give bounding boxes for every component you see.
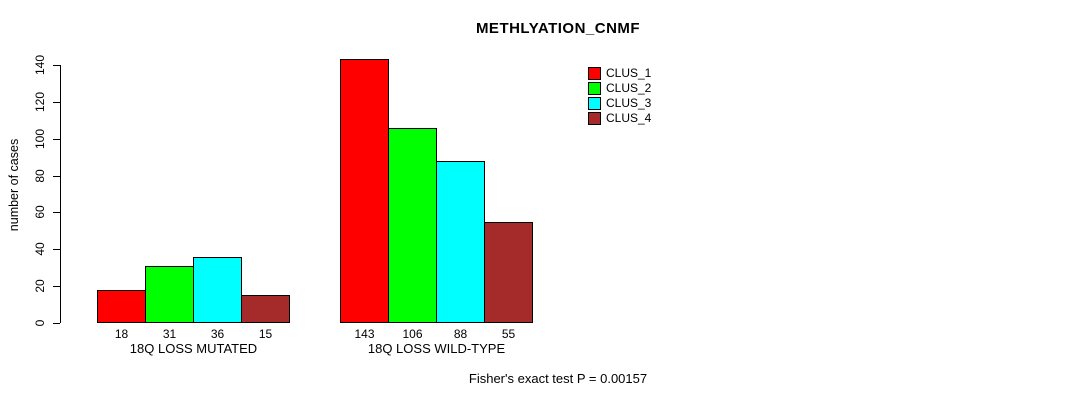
bar-clus_2-group-1 — [145, 266, 194, 323]
y-tick — [53, 102, 60, 103]
y-axis-title: number of cases — [7, 138, 21, 232]
y-tick — [53, 286, 60, 287]
y-tick — [53, 323, 60, 324]
y-tick — [53, 65, 60, 66]
legend: CLUS_1 CLUS_2 CLUS_3 CLUS_4 — [588, 66, 651, 126]
legend-color-swatch — [588, 112, 601, 125]
group-label-2: 18Q LOSS WILD-TYPE — [367, 341, 506, 356]
legend-label: CLUS_1 — [606, 66, 652, 80]
legend-item: CLUS_1 — [588, 66, 651, 81]
legend-color-swatch — [588, 67, 601, 80]
y-tick — [53, 249, 60, 250]
legend-item: CLUS_2 — [588, 81, 651, 96]
y-axis-line — [60, 65, 61, 323]
bar-value-label: 143 — [354, 327, 375, 341]
legend-label: CLUS_3 — [606, 96, 652, 110]
y-tick-label: 140 — [33, 54, 47, 76]
bar-clus_3-group-1 — [193, 257, 242, 323]
bar-value-label: 55 — [501, 327, 516, 341]
bar-value-label: 88 — [453, 327, 468, 341]
legend-item: CLUS_3 — [588, 96, 651, 111]
y-tick — [53, 212, 60, 213]
y-tick-label: 0 — [33, 319, 47, 327]
bar-value-label: 106 — [402, 327, 423, 341]
bar-value-label: 18 — [114, 327, 129, 341]
bar-value-label: 15 — [258, 327, 273, 341]
legend-color-swatch — [588, 97, 601, 110]
y-tick-label: 40 — [33, 242, 47, 256]
bar-value-label: 31 — [162, 327, 177, 341]
group-label-1: 18Q LOSS MUTATED — [129, 341, 258, 356]
y-tick-label: 120 — [33, 91, 47, 113]
legend-label: CLUS_4 — [606, 111, 652, 125]
legend-label: CLUS_2 — [606, 81, 652, 95]
bar-clus_2-group-2 — [388, 128, 437, 323]
y-tick-label: 100 — [33, 128, 47, 150]
y-tick-label: 20 — [33, 279, 47, 293]
y-tick-label: 60 — [33, 205, 47, 219]
bar-clus_1-group-1 — [97, 290, 146, 323]
y-tick — [53, 176, 60, 177]
bar-value-label: 36 — [210, 327, 225, 341]
bar-clus_4-group-2 — [484, 222, 533, 323]
bar-clus_3-group-2 — [436, 161, 485, 323]
fisher-test-caption: Fisher's exact test P = 0.00157 — [468, 371, 648, 386]
bar-clus_4-group-1 — [241, 295, 290, 323]
y-tick-label: 80 — [33, 169, 47, 183]
legend-item: CLUS_4 — [588, 111, 651, 126]
legend-color-swatch — [588, 82, 601, 95]
chart-title: METHLYATION_CNMF — [475, 20, 641, 37]
bar-clus_1-group-2 — [340, 59, 389, 323]
y-tick — [53, 139, 60, 140]
